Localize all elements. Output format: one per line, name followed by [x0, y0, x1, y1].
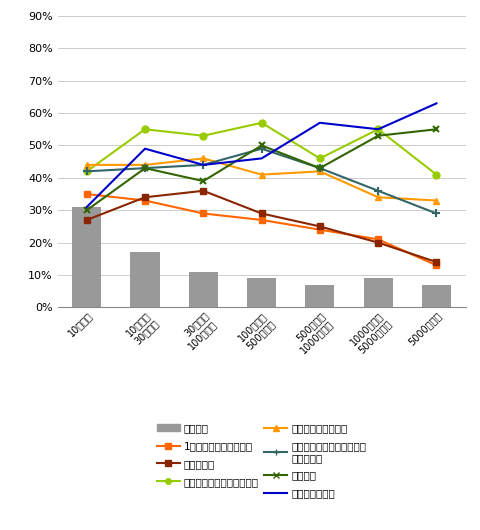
- Bar: [189, 272, 218, 307]
- Bar: [247, 278, 276, 307]
- Bar: [72, 207, 101, 307]
- Bar: [364, 278, 393, 307]
- Bar: [131, 252, 159, 307]
- Bar: [422, 285, 451, 307]
- Legend: 特にない, 1年以上の育児休業制度, 短時間勤務, 育児サービス利用料の補助, フレックスタイム制, 子どもが病気の際の看護休
暇（有休）, 在宅勤務, 事務所: 特にない, 1年以上の育児休業制度, 短時間勤務, 育児サービス利用料の補助, …: [157, 423, 366, 498]
- Bar: [305, 285, 335, 307]
